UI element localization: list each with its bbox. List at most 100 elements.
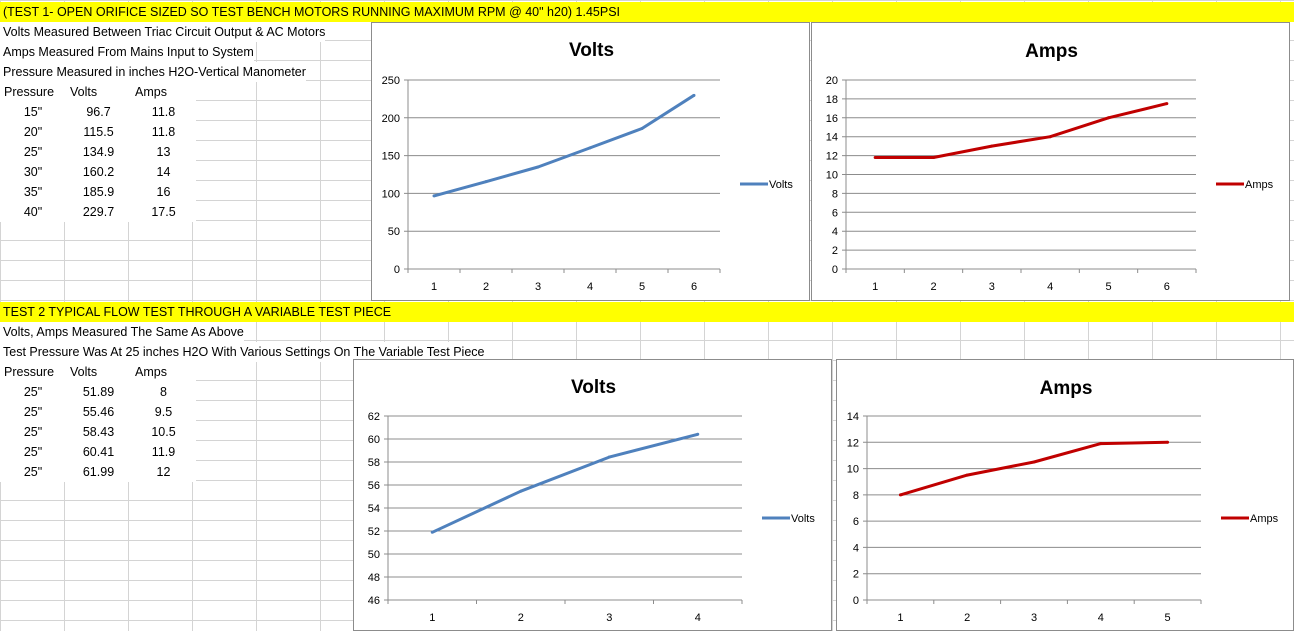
- cell-pressure[interactable]: 25": [23, 405, 43, 419]
- volts-chart-test1[interactable]: Volts 0 50 100 150 200 250 1 2 3 4 5 6 Volts: [371, 22, 810, 301]
- cell-amps[interactable]: 11.8: [151, 105, 176, 119]
- test2-banner[interactable]: TEST 2 TYPICAL FLOW TEST THROUGH A VARIA…: [0, 302, 1294, 322]
- cell-amps[interactable]: 13: [156, 145, 171, 159]
- table-row: 40" 229.7 17.5: [0, 202, 196, 222]
- data-point: [932, 155, 935, 159]
- table-row: 25" 51.89 8: [0, 382, 196, 402]
- y-tick-label: 0: [853, 595, 859, 607]
- y-tick-label: 10: [847, 464, 859, 476]
- x-tick-label: 6: [1164, 281, 1170, 293]
- cell-volts[interactable]: 134.9: [82, 145, 115, 159]
- cell-amps[interactable]: 11.8: [151, 125, 176, 139]
- cell-volts[interactable]: 51.89: [82, 385, 115, 399]
- test2-note-1[interactable]: Volts, Amps Measured The Same As Above: [0, 322, 244, 342]
- header-amps[interactable]: Amps: [135, 85, 167, 99]
- legend-label: Amps: [1245, 179, 1274, 191]
- cell-volts[interactable]: 61.99: [82, 465, 115, 479]
- x-tick-label: 3: [535, 281, 541, 293]
- test1-table-header: Pressure Volts Amps: [0, 82, 196, 102]
- cell-volts[interactable]: 96.7: [86, 105, 111, 119]
- cell-amps[interactable]: 16: [156, 185, 171, 199]
- cell-amps[interactable]: 11.9: [151, 445, 176, 459]
- table-row: 35" 185.9 16: [0, 182, 196, 202]
- test1-banner[interactable]: (TEST 1- OPEN ORIFICE SIZED SO TEST BENC…: [0, 2, 1294, 22]
- table-row: 25" 61.99 12: [0, 462, 196, 482]
- cell-pressure[interactable]: 40": [23, 205, 43, 219]
- amps-chart-test2[interactable]: Amps 0 2 4 6 8 10 12 14 1 2 3 4 5 Amps: [836, 359, 1294, 631]
- x-tick-label: 2: [518, 612, 524, 624]
- y-tick-label: 0: [394, 264, 400, 276]
- cell-pressure[interactable]: 35": [23, 185, 43, 199]
- x-tick-label: 5: [639, 281, 645, 293]
- cell-amps[interactable]: 12: [156, 465, 171, 479]
- cell-pressure[interactable]: 25": [23, 145, 43, 159]
- y-tick-label: 14: [847, 411, 859, 423]
- data-point: [965, 473, 969, 477]
- x-tick-label: 2: [483, 281, 489, 293]
- table-row: 25" 60.41 11.9: [0, 442, 196, 462]
- x-tick-label: 4: [695, 612, 701, 624]
- cell-volts[interactable]: 115.5: [83, 125, 114, 139]
- cell-amps[interactable]: 10.5: [151, 425, 176, 439]
- header-amps[interactable]: Amps: [135, 365, 167, 379]
- data-point: [1165, 102, 1169, 106]
- test1-note-3[interactable]: Pressure Measured in inches H2O-Vertical…: [0, 62, 306, 82]
- test1-note-2[interactable]: Amps Measured From Mains Input to System: [0, 42, 254, 62]
- legend-label: Volts: [769, 179, 793, 191]
- y-tick-label: 8: [853, 490, 859, 502]
- header-pressure[interactable]: Pressure: [4, 365, 55, 379]
- test2-note-2[interactable]: Test Pressure Was At 25 inches H2O With …: [0, 342, 485, 362]
- header-volts[interactable]: Volts: [70, 365, 98, 379]
- x-tick-label: 5: [1105, 281, 1111, 293]
- cell-amps[interactable]: 9.5: [154, 405, 173, 419]
- header-pressure[interactable]: Pressure: [4, 85, 55, 99]
- y-tick-label: 6: [853, 516, 859, 528]
- cell-pressure[interactable]: 25": [23, 465, 43, 479]
- cell-amps[interactable]: 17.5: [151, 205, 176, 219]
- cell-volts[interactable]: 160.2: [82, 165, 115, 179]
- cell-volts[interactable]: 58.43: [82, 425, 115, 439]
- y-tick-label: 54: [368, 503, 380, 515]
- header-volts[interactable]: Volts: [70, 85, 98, 99]
- cell-pressure[interactable]: 25": [23, 425, 43, 439]
- y-tick-label: 52: [368, 526, 380, 538]
- y-tick-label: 2: [853, 569, 859, 581]
- chart-svg: Volts 46 48 50 52 54 56 58 60 62 1 2 3 4 Volts: [368, 377, 816, 624]
- x-tick-label: 3: [606, 612, 612, 624]
- y-tick-label: 20: [826, 75, 838, 87]
- x-tick-label: 6: [691, 281, 697, 293]
- chart-title: Amps: [1025, 41, 1078, 62]
- y-tick-label: 50: [388, 226, 400, 238]
- data-point: [696, 432, 700, 436]
- cell-pressure[interactable]: 25": [23, 385, 43, 399]
- x-tick-label: 1: [897, 612, 903, 624]
- table-row: 20" 115.5 11.8: [0, 122, 196, 142]
- table-row: 30" 160.2 14: [0, 162, 196, 182]
- series-line-amps: [875, 102, 1168, 159]
- test1-note-1[interactable]: Volts Measured Between Triac Circuit Out…: [0, 22, 326, 42]
- test2-table: Pressure Volts Amps 25" 51.89 8 25" 55.4…: [0, 362, 196, 482]
- amps-chart-test1[interactable]: Amps 0 2 4 6 8 10 12 14 16 18 20 1 2 3 4 5 6 Amps: [811, 22, 1290, 301]
- cell-amps[interactable]: 14: [156, 165, 171, 179]
- legend-label: Amps: [1250, 513, 1279, 525]
- cell-volts[interactable]: 60.41: [82, 445, 115, 459]
- y-tick-label: 4: [832, 226, 838, 238]
- data-point: [640, 126, 644, 130]
- cell-amps[interactable]: 8: [160, 385, 167, 399]
- cell-pressure[interactable]: 15": [23, 105, 43, 119]
- x-tick-label: 3: [1031, 612, 1037, 624]
- y-tick-label: 10: [826, 170, 838, 182]
- cell-pressure[interactable]: 20": [23, 125, 43, 139]
- volts-chart-test2[interactable]: Volts 46 48 50 52 54 56 58 60 62 1 2 3 4 Volts: [353, 359, 832, 631]
- y-tick-label: 56: [368, 480, 380, 492]
- cell-volts[interactable]: 229.7: [82, 205, 115, 219]
- cell-pressure[interactable]: 30": [23, 165, 43, 179]
- table-row: 25" 58.43 10.5: [0, 422, 196, 442]
- y-tick-label: 48: [368, 572, 380, 584]
- data-point: [873, 155, 877, 159]
- cell-volts[interactable]: 185.9: [82, 185, 115, 199]
- cell-volts[interactable]: 55.46: [82, 405, 115, 419]
- cell-pressure[interactable]: 25": [23, 445, 43, 459]
